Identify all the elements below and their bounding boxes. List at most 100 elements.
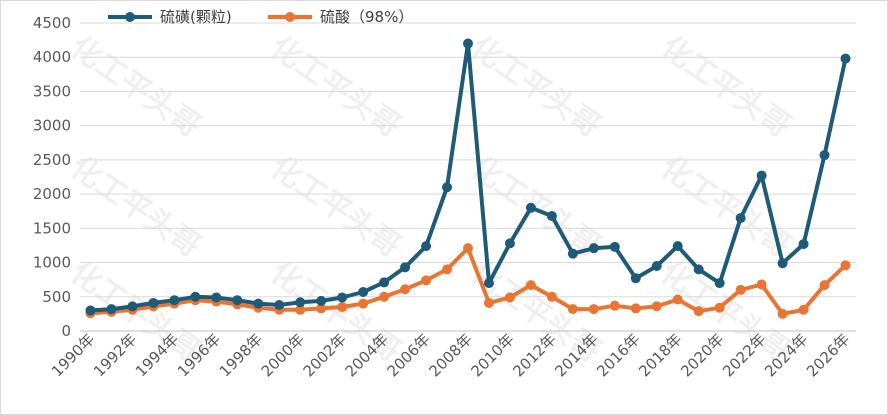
data-point <box>379 291 390 302</box>
data-point <box>567 304 578 315</box>
data-point <box>630 303 641 314</box>
data-point <box>672 241 683 252</box>
y-tick-label: 4000 <box>33 48 71 66</box>
data-point <box>609 241 620 252</box>
data-point <box>840 260 851 271</box>
data-point <box>567 248 578 259</box>
y-tick-label: 3000 <box>33 117 71 135</box>
data-point <box>714 278 725 289</box>
data-point <box>463 243 473 254</box>
data-point <box>693 264 704 275</box>
x-tick-label: 2002年 <box>300 330 350 380</box>
data-point <box>442 264 453 275</box>
data-point <box>274 299 285 310</box>
data-point <box>127 301 138 312</box>
series-layer <box>85 38 851 319</box>
watermark-text: 化工平头哥 <box>654 30 797 145</box>
data-point <box>295 304 306 315</box>
legend-label: 硫磺(颗粒) <box>160 8 232 26</box>
data-point <box>463 38 473 49</box>
data-point <box>358 286 369 297</box>
y-tick-label: 2000 <box>33 185 71 203</box>
data-point <box>798 304 809 315</box>
data-point <box>253 298 264 309</box>
data-point <box>714 302 725 313</box>
legend-swatch-marker <box>285 12 295 22</box>
data-point <box>588 304 599 315</box>
data-point <box>525 202 536 213</box>
data-point <box>630 273 641 284</box>
data-point <box>819 280 830 291</box>
data-point <box>316 303 327 314</box>
y-tick-label: 0 <box>61 322 71 340</box>
data-point <box>232 295 243 306</box>
y-tick-label: 2500 <box>33 151 71 169</box>
data-point <box>421 241 432 252</box>
data-point <box>840 53 851 64</box>
x-tick-label: 2018年 <box>635 330 685 380</box>
watermark-text: 化工平头哥 <box>64 150 207 265</box>
data-point <box>588 243 599 254</box>
data-point <box>546 291 557 302</box>
data-point <box>400 262 411 273</box>
watermark-text: 化工平头哥 <box>464 30 607 145</box>
data-point <box>211 292 222 303</box>
x-tick-label: 2012年 <box>509 330 559 380</box>
y-tick-label: 4500 <box>33 14 71 32</box>
data-point <box>609 300 620 311</box>
y-tick-label: 3500 <box>33 82 71 100</box>
data-point <box>316 295 327 306</box>
data-point <box>525 280 536 291</box>
legend-swatch-marker <box>125 12 135 22</box>
data-point <box>483 297 494 308</box>
data-point <box>295 297 306 308</box>
data-point <box>169 295 180 306</box>
data-point <box>190 291 201 302</box>
data-point <box>651 301 662 312</box>
data-point <box>777 308 788 319</box>
x-tick-label: 1998年 <box>216 330 266 380</box>
x-tick-label: 2000年 <box>258 330 308 380</box>
data-point <box>379 277 390 288</box>
series-0 <box>85 38 851 316</box>
y-tick-label: 1500 <box>33 219 71 237</box>
data-point <box>546 211 557 222</box>
data-point <box>651 260 662 271</box>
y-tick-label: 1000 <box>33 254 71 272</box>
data-point <box>735 213 746 224</box>
x-tick-label: 2026年 <box>803 330 853 380</box>
data-point <box>442 182 453 193</box>
data-point <box>504 292 515 303</box>
x-tick-label: 1990年 <box>48 330 98 380</box>
data-point <box>337 302 348 313</box>
watermark-text: 化工平头哥 <box>264 150 407 265</box>
data-point <box>693 306 704 317</box>
legend-label: 硫酸（98%） <box>320 8 413 26</box>
x-tick-label: 1992年 <box>90 330 140 380</box>
x-tick-label: 2010年 <box>467 330 517 380</box>
y-axis: 0 500 1000 1500 2000 2500 3000 3500 4000 4500 <box>33 14 71 340</box>
data-point <box>777 258 788 269</box>
data-point <box>337 292 348 303</box>
data-point <box>819 150 830 161</box>
watermark-text: 化工平头哥 <box>264 30 407 145</box>
watermark-text: 化工平头哥 <box>64 30 207 145</box>
x-tick-label: 2008年 <box>425 330 475 380</box>
data-point <box>756 279 767 290</box>
data-point <box>421 275 432 286</box>
data-point <box>483 278 494 289</box>
data-point <box>756 170 767 181</box>
data-point <box>735 284 746 295</box>
data-point <box>148 297 159 308</box>
data-point <box>358 298 369 309</box>
data-point <box>672 294 683 305</box>
data-point <box>400 284 411 295</box>
x-tick-label: 2020年 <box>677 330 727 380</box>
data-point <box>504 238 515 249</box>
y-tick-label: 500 <box>42 288 71 306</box>
data-point <box>798 239 809 250</box>
legend: 硫磺(颗粒) 硫酸（98%） <box>108 8 413 26</box>
data-point <box>106 304 117 315</box>
